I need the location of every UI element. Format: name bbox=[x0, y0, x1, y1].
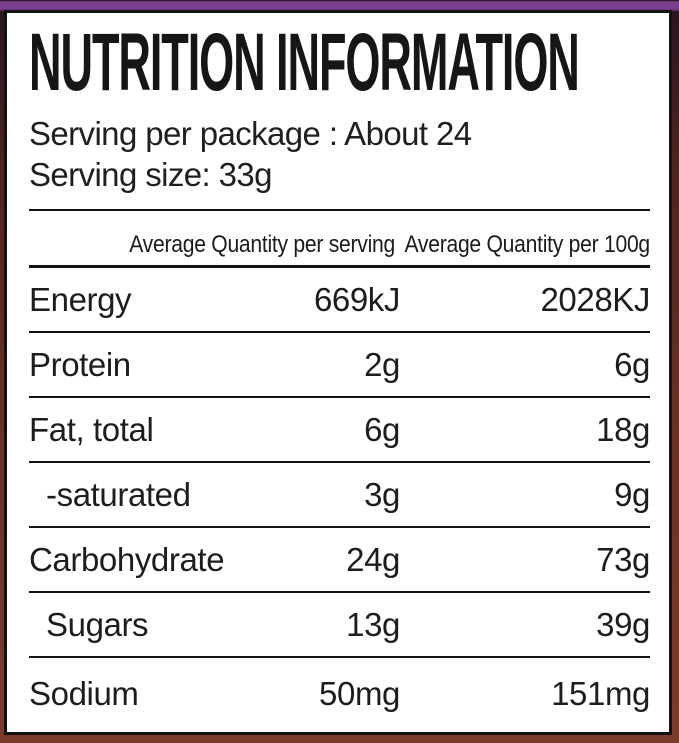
nutrient-name: Sodium bbox=[29, 674, 139, 712]
column-header-per-serving: Average Quantity per serving bbox=[129, 231, 395, 258]
label-title: NUTRITION INFORMATION bbox=[29, 17, 580, 108]
table-row-sodium: Sodium 50mg 151mg bbox=[29, 658, 650, 729]
nutrition-table: Average Quantity per serving Average Qua… bbox=[7, 211, 669, 729]
table-row-saturated-fat: -saturated 3g 9g bbox=[29, 463, 650, 528]
serving-per-package: Serving per package : About 24 bbox=[29, 115, 472, 152]
value-per-serving: 3g bbox=[364, 475, 400, 513]
table-row-fat-total: Fat, total 6g 18g bbox=[29, 398, 650, 463]
table-row-carbohydrate: Carbohydrate 24g 73g bbox=[29, 528, 650, 593]
value-per-100g: 18g bbox=[596, 410, 650, 448]
table-row-protein: Protein 2g 6g bbox=[29, 333, 650, 398]
value-per-100g: 39g bbox=[596, 605, 650, 643]
nutrient-name: Energy bbox=[29, 280, 132, 318]
table-row-energy: Energy 669kJ 2028KJ bbox=[29, 268, 650, 333]
value-per-serving: 13g bbox=[346, 605, 400, 643]
serving-info: Serving per package : About 24 Serving s… bbox=[7, 113, 669, 195]
divider-under-serving bbox=[29, 209, 650, 211]
value-per-serving: 50mg bbox=[319, 674, 400, 712]
value-per-100g: 9g bbox=[614, 475, 650, 513]
value-per-serving: 6g bbox=[364, 410, 400, 448]
nutrition-label: NUTRITION INFORMATION Serving per packag… bbox=[4, 10, 672, 735]
nutrient-name: Carbohydrate bbox=[29, 540, 225, 578]
serving-size: Serving size: 33g bbox=[29, 156, 273, 193]
nutrient-name: Sugars bbox=[46, 605, 149, 643]
value-per-100g: 151mg bbox=[551, 674, 650, 712]
value-per-100g: 6g bbox=[614, 345, 650, 383]
column-header-per-100g: Average Quantity per 100g bbox=[404, 231, 651, 258]
value-per-serving: 2g bbox=[364, 345, 400, 383]
label-title-row: NUTRITION INFORMATION bbox=[7, 13, 669, 113]
table-header-row: Average Quantity per serving Average Qua… bbox=[29, 211, 650, 268]
value-per-100g: 2028KJ bbox=[540, 280, 650, 318]
value-per-serving: 24g bbox=[346, 540, 400, 578]
nutrient-name: -saturated bbox=[46, 475, 191, 513]
value-per-serving: 669kJ bbox=[313, 280, 400, 318]
value-per-100g: 73g bbox=[596, 540, 650, 578]
table-row-sugars: Sugars 13g 39g bbox=[29, 593, 650, 658]
nutrient-name: Fat, total bbox=[29, 410, 154, 448]
nutrient-name: Protein bbox=[29, 345, 131, 383]
